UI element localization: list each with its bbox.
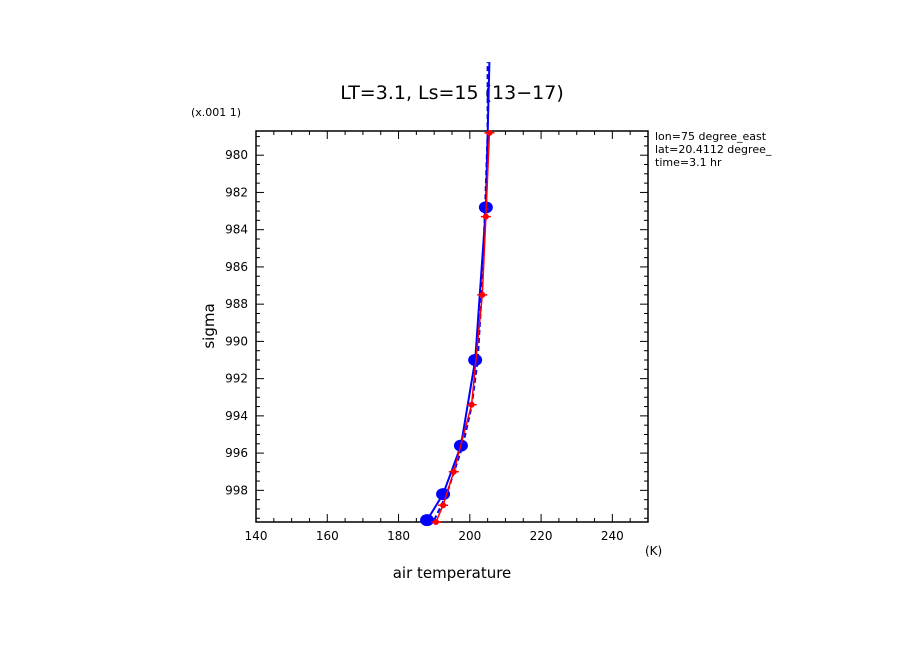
x-tick-label: 240 [601,529,624,543]
x-tick-label: 200 [458,529,481,543]
series-line-2 [435,132,491,523]
annotation-lat: lat=20.4112 degree_ [655,143,772,156]
series-point-blue [436,488,451,501]
y-tick-label: 994 [225,409,248,423]
chart-title: LT=3.1, Ls=15 (13−17) [340,82,564,104]
y-tick-label: 998 [225,483,248,497]
x-tick-label: 180 [387,529,410,543]
y-tick-label: 988 [225,297,248,311]
axis-ticks: 140 160 180 200 220 240 980 982 984 986 988 990 992 9… [225,131,649,543]
plot-frame [255,130,649,523]
x-tick-label: 220 [530,529,553,543]
y-tick-label: 982 [225,185,248,199]
y-tick-label: 986 [225,260,248,274]
x-axis-unit: (K) [645,544,662,558]
y-tick-label: 984 [225,223,248,237]
y-tick-label: 980 [225,148,248,162]
y-tick-label: 990 [225,334,248,348]
series-group [420,62,495,527]
series-point-blue [420,514,435,527]
x-axis-label: air temperature [393,564,512,582]
annotation-time: time=3.1 hr [655,156,722,169]
x-tick-label: 160 [316,529,339,543]
annotation-lon: lon=75 degree_east [655,130,767,143]
x-tick-label: 140 [245,529,268,543]
y-scale-note: (x.001 1) [191,106,241,119]
y-tick-label: 992 [225,372,248,386]
y-tick-label: 996 [225,446,248,460]
y-axis-label: sigma [200,303,218,348]
